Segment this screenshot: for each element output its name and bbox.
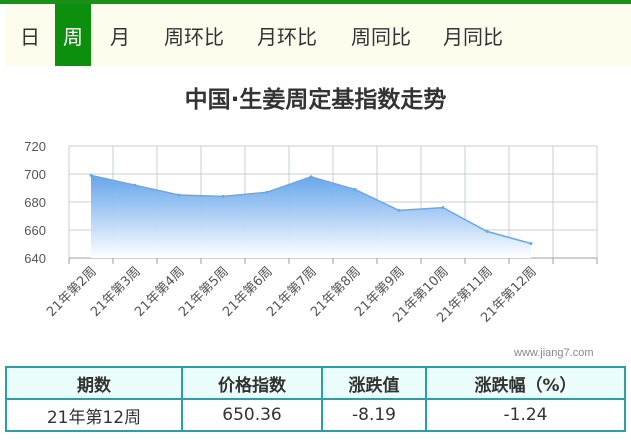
top-accent-line bbox=[0, 0, 631, 4]
index-summary-table: 期数 价格指数 涨跌值 涨跌幅（%） 21年第12周 650.36 -8.19 … bbox=[5, 366, 626, 432]
tab-day[interactable]: 日 bbox=[20, 24, 40, 49]
header-price-index: 价格指数 bbox=[181, 366, 323, 400]
data-point bbox=[221, 194, 225, 198]
cell-change-value: -8.19 bbox=[321, 398, 427, 432]
data-point bbox=[353, 187, 357, 191]
data-point bbox=[309, 175, 313, 179]
data-point bbox=[265, 190, 269, 194]
header-change-percent: 涨跌幅（%） bbox=[425, 366, 626, 400]
tab-week-over-week[interactable]: 周环比 bbox=[164, 24, 224, 49]
data-point bbox=[89, 173, 93, 177]
cell-period: 21年第12周 bbox=[5, 398, 183, 432]
tab-week-year-over-year[interactable]: 周同比 bbox=[351, 24, 411, 49]
tab-month-over-month[interactable]: 月环比 bbox=[257, 24, 317, 49]
tab-month-year-over-year[interactable]: 月同比 bbox=[443, 24, 503, 49]
data-point bbox=[177, 193, 181, 197]
chart-title: 中国·生姜周定基指数走势 bbox=[184, 87, 447, 113]
y-tick-label: 680 bbox=[24, 195, 46, 210]
cell-price-index: 650.36 bbox=[181, 398, 323, 432]
tab-week[interactable]: 周 bbox=[55, 4, 91, 66]
table-row: 21年第12周 650.36 -8.19 -1.24 bbox=[5, 398, 626, 432]
index-trend-chart: 64066068070072021年第2周21年第3周21年第4周21年第5周2… bbox=[24, 139, 598, 326]
table-header-row: 期数 价格指数 涨跌值 涨跌幅（%） bbox=[5, 366, 626, 400]
data-point bbox=[397, 208, 401, 212]
y-tick-label: 640 bbox=[24, 251, 46, 266]
period-tab-bar: 日 周 月 周环比 月环比 周同比 月同比 bbox=[5, 4, 631, 66]
data-point bbox=[133, 183, 137, 187]
tab-month[interactable]: 月 bbox=[110, 24, 130, 49]
data-point bbox=[441, 206, 445, 210]
y-tick-label: 700 bbox=[24, 167, 46, 182]
y-tick-label: 660 bbox=[24, 223, 46, 238]
data-point bbox=[529, 241, 533, 245]
y-tick-label: 720 bbox=[24, 139, 46, 154]
cell-change-percent: -1.24 bbox=[425, 398, 626, 432]
site-watermark: www.jiang7.com bbox=[514, 347, 594, 359]
data-point bbox=[485, 229, 489, 233]
header-change-value: 涨跌值 bbox=[321, 366, 427, 400]
header-period: 期数 bbox=[5, 366, 183, 400]
